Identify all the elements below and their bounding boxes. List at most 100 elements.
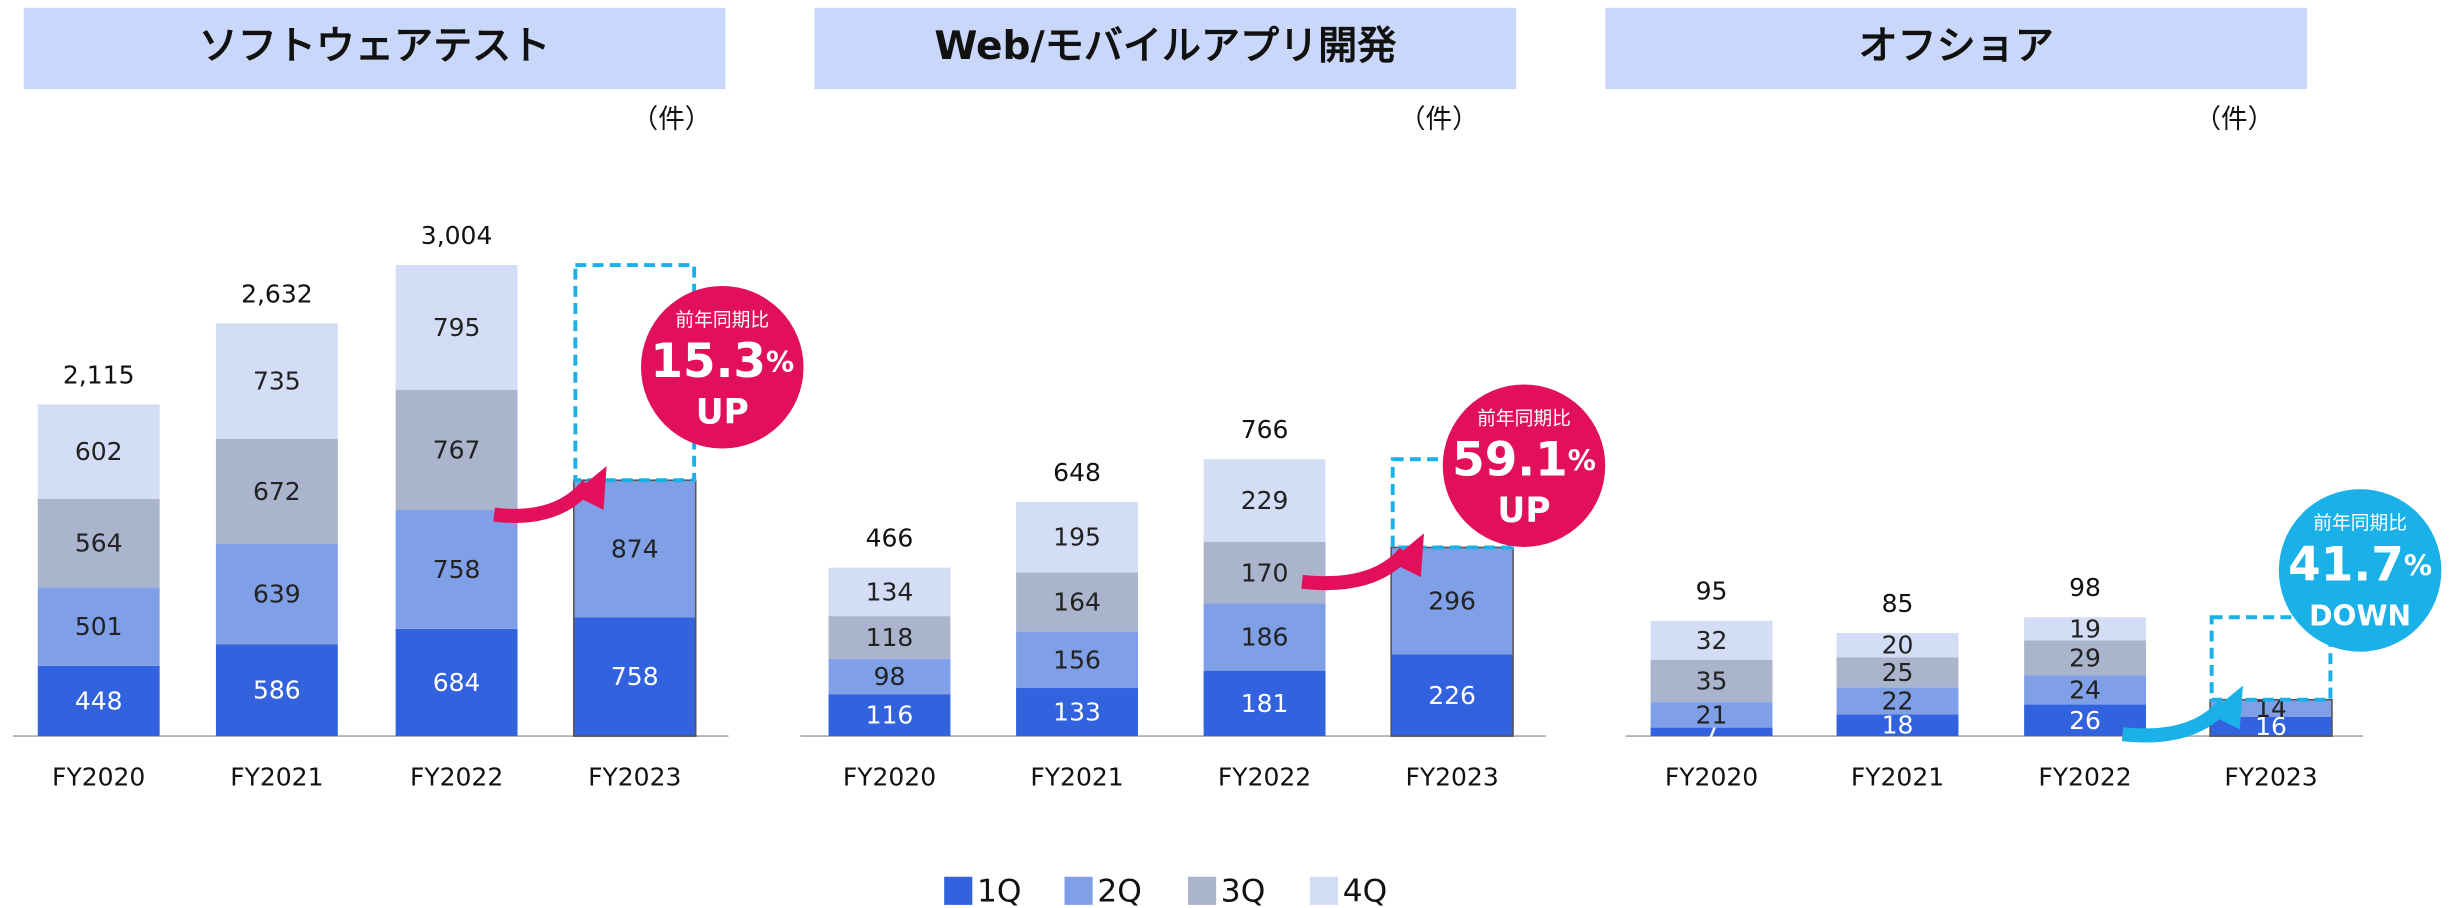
bar-segment xyxy=(37,498,160,588)
bar-segment xyxy=(215,544,338,645)
bar-segment xyxy=(395,265,518,390)
x-tick-label: FY2022 xyxy=(1218,762,1311,791)
x-tick-label: FY2021 xyxy=(230,762,323,791)
x-tick-label: FY2023 xyxy=(2224,762,2317,791)
badge-change: 15.3% xyxy=(650,334,794,389)
x-tick-label: FY2023 xyxy=(588,762,681,791)
total-label: 85 xyxy=(1882,589,1914,618)
bar-segment xyxy=(215,323,338,439)
change-value: 15.3 xyxy=(650,334,766,389)
bar-segment xyxy=(1016,501,1138,573)
total-label: 98 xyxy=(2069,573,2101,602)
change-unit: % xyxy=(2404,549,2432,582)
bar-segment xyxy=(1836,687,1959,715)
data-label: 586 xyxy=(253,676,301,705)
badge-direction: UP xyxy=(696,393,749,433)
bar-segment xyxy=(1203,459,1326,543)
legend-swatch xyxy=(1064,876,1093,905)
badge-change: 41.7% xyxy=(2288,537,2432,592)
data-label: 24 xyxy=(2069,676,2101,705)
data-label: 164 xyxy=(1053,588,1101,617)
title-band xyxy=(814,7,1517,90)
bar-segment xyxy=(1650,620,1773,660)
change-value: 59.1 xyxy=(1452,432,1568,487)
arrow-head xyxy=(572,466,607,510)
data-label: 18 xyxy=(1882,711,1914,740)
total-label: 648 xyxy=(1053,458,1101,487)
data-label: 133 xyxy=(1053,698,1101,727)
bar-segment xyxy=(1203,670,1326,737)
data-label: 19 xyxy=(2069,614,2101,643)
data-label: 181 xyxy=(1241,689,1289,718)
bar-segment xyxy=(37,587,160,666)
x-tick-label: FY2023 xyxy=(1405,762,1498,791)
total-label: 95 xyxy=(1696,577,1728,606)
legend-swatch xyxy=(944,876,973,905)
data-label: 684 xyxy=(433,668,481,697)
total-label: 3,004 xyxy=(421,221,493,250)
badge-change: 59.1% xyxy=(1452,432,1596,487)
data-label: 226 xyxy=(1428,681,1476,710)
bar-segment xyxy=(2024,640,2147,676)
data-label: 602 xyxy=(75,437,123,466)
bar-outline xyxy=(573,479,697,737)
change-unit: % xyxy=(766,346,794,379)
bar-segment xyxy=(2024,617,2147,641)
data-label: 448 xyxy=(75,687,123,716)
data-label: 134 xyxy=(866,577,914,606)
data-label: 98 xyxy=(874,662,906,691)
data-label: 32 xyxy=(1696,626,1728,655)
bar-segment xyxy=(1836,657,1959,688)
data-label: 874 xyxy=(611,534,659,563)
legend-label: 1Q xyxy=(977,873,1021,908)
legend-label: 2Q xyxy=(1097,873,1141,908)
data-label: 564 xyxy=(75,529,123,558)
data-label: 186 xyxy=(1241,623,1289,652)
x-tick-label: FY2021 xyxy=(1030,762,1123,791)
total-label: 466 xyxy=(866,524,914,553)
bar-segment xyxy=(395,389,518,510)
bar-segment xyxy=(2210,716,2332,737)
bar-segment xyxy=(1836,633,1959,658)
comparison-box xyxy=(2209,615,2333,702)
title-band xyxy=(1605,7,2307,90)
bar-segment xyxy=(828,567,951,617)
bar-segment xyxy=(828,616,951,659)
badge-label: 前年同期比 xyxy=(1477,407,1571,429)
x-tick-label: FY2020 xyxy=(52,762,145,791)
badge xyxy=(1442,384,1606,547)
data-label: 229 xyxy=(1241,486,1289,515)
bar-segment xyxy=(395,628,518,737)
unit-label: （件） xyxy=(2194,104,2274,135)
total-label: 2,115 xyxy=(63,360,135,389)
bar-segment xyxy=(37,404,160,499)
x-tick-label: FY2021 xyxy=(1851,762,1944,791)
bar-segment xyxy=(1836,714,1959,737)
bar-segment xyxy=(828,694,951,737)
arrow-head xyxy=(2208,685,2243,730)
bar-segment xyxy=(215,438,338,545)
chart-title: Web/モバイルアプリ開発 xyxy=(934,24,1397,69)
data-label: 20 xyxy=(1882,631,1914,660)
legend-swatch xyxy=(1187,876,1217,905)
data-label: 170 xyxy=(1241,558,1289,587)
badge-label: 前年同期比 xyxy=(2313,512,2407,534)
bar-segment xyxy=(1203,603,1326,671)
bar-segment xyxy=(1650,702,1773,728)
legend-swatch xyxy=(1309,876,1339,905)
data-label: 25 xyxy=(1882,658,1914,687)
data-label: 296 xyxy=(1428,586,1476,615)
badge-direction: DOWN xyxy=(2309,599,2411,632)
data-label: 767 xyxy=(433,435,481,464)
bar-segment xyxy=(1203,542,1326,604)
chart-title: オフショア xyxy=(1858,24,2053,69)
data-label: 639 xyxy=(253,580,301,609)
bar-segment xyxy=(2024,675,2147,705)
total-label: 766 xyxy=(1241,415,1289,444)
x-tick-label: FY2022 xyxy=(2038,762,2131,791)
x-tick-label: FY2020 xyxy=(1665,762,1758,791)
data-label: 26 xyxy=(2069,706,2101,735)
unit-label: （件） xyxy=(1399,104,1479,135)
legend-label: 3Q xyxy=(1221,873,1265,908)
